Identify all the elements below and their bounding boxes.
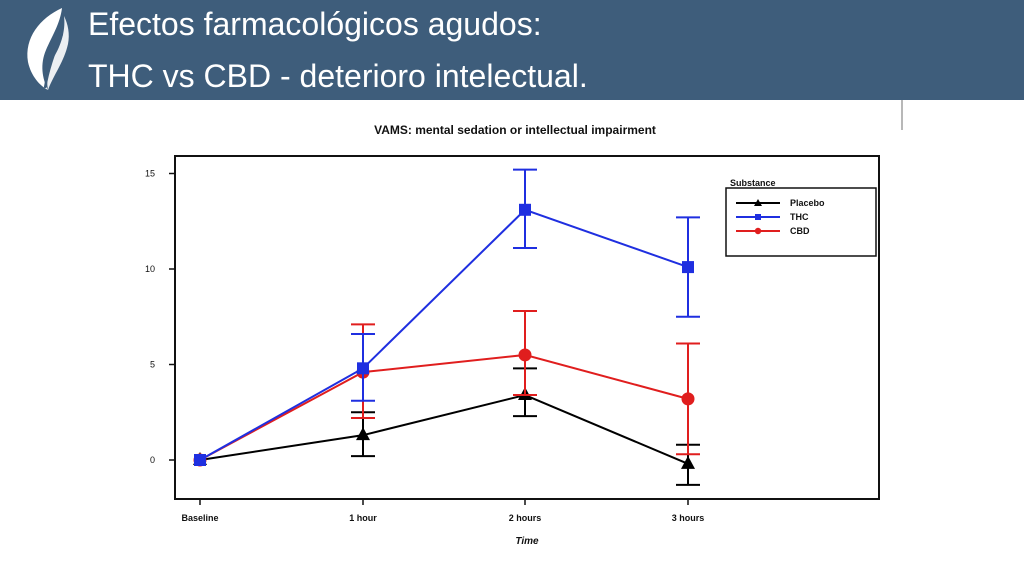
thc-point bbox=[194, 454, 206, 466]
legend-cbd-label: CBD bbox=[790, 226, 810, 236]
y-axis: 0 5 10 15 bbox=[145, 169, 175, 465]
cbd-point bbox=[518, 348, 532, 362]
thc-series bbox=[194, 168, 700, 466]
cbd-point bbox=[681, 392, 695, 406]
legend-placebo-marker bbox=[754, 199, 762, 206]
legend: Substance Placebo THC CBD bbox=[725, 178, 877, 257]
x-tick-label: 3 hours bbox=[672, 513, 705, 523]
legend-box bbox=[725, 187, 877, 257]
y-tick-label: 10 bbox=[145, 264, 155, 274]
legend-cbd-marker bbox=[754, 227, 762, 235]
x-axis-label: Time bbox=[515, 536, 539, 547]
y-tick-label: 5 bbox=[150, 360, 155, 370]
placebo-line bbox=[199, 394, 689, 465]
cbd-line bbox=[199, 353, 689, 461]
thc-point bbox=[682, 261, 694, 274]
placebo-series bbox=[193, 367, 700, 486]
chart-area: VAMS: mental sedation or intellectual im… bbox=[0, 100, 1024, 576]
slide-title-line-1: Efectos farmacológicos agudos: bbox=[88, 6, 542, 42]
cbd-series bbox=[193, 310, 700, 467]
x-tick-label: 1 hour bbox=[349, 513, 377, 523]
plot-frame bbox=[174, 155, 880, 500]
thc-point bbox=[357, 362, 369, 375]
vams-line-chart: VAMS: mental sedation or intellectual im… bbox=[145, 123, 880, 547]
leaf-face-logo-icon bbox=[27, 8, 69, 90]
legend-placebo-label: Placebo bbox=[790, 198, 825, 208]
chart-title: VAMS: mental sedation or intellectual im… bbox=[374, 123, 656, 137]
y-tick-label: 0 bbox=[150, 455, 155, 465]
x-axis: Baseline 1 hour 2 hours 3 hours bbox=[181, 499, 704, 523]
legend-thc-label: THC bbox=[790, 212, 809, 222]
thc-line bbox=[199, 208, 689, 461]
title-banner: Efectos farmacológicos agudos: THC vs CB… bbox=[0, 0, 1024, 100]
placebo-point bbox=[681, 455, 695, 469]
y-tick-label: 15 bbox=[145, 169, 155, 179]
divider-mark bbox=[901, 100, 903, 130]
x-tick-label: 2 hours bbox=[509, 513, 542, 523]
slide-title-line-2: THC vs CBD - deterioro intelectual. bbox=[88, 58, 588, 94]
series-layer bbox=[193, 168, 700, 486]
legend-thc-marker bbox=[755, 214, 761, 220]
placebo-point bbox=[356, 427, 370, 441]
x-tick-label: Baseline bbox=[181, 513, 218, 523]
legend-title: Substance bbox=[730, 178, 776, 188]
thc-point bbox=[519, 203, 531, 216]
